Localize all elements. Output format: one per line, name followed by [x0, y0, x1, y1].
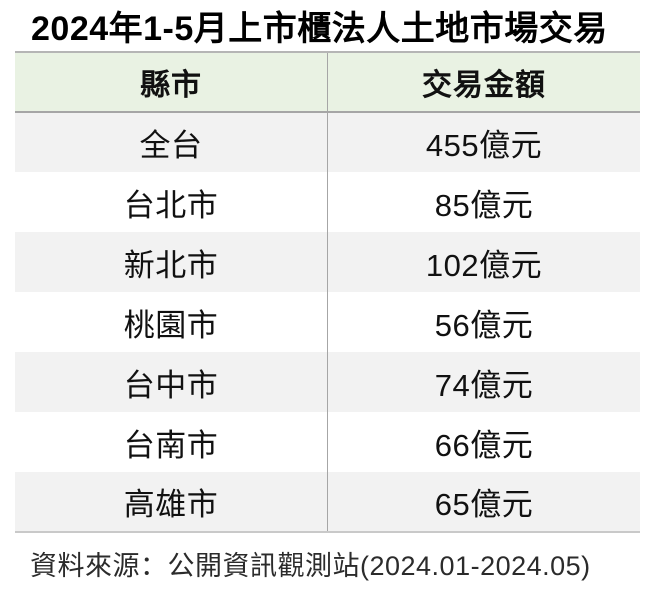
land-transactions-table: 縣市 交易金額 全台 455億元台北市 85億元新北市 102億元桃園市 56億元台中市… — [15, 51, 640, 533]
amount-cell: 455億元 — [425, 128, 543, 163]
table-row: 台中市 74億元 — [15, 352, 640, 412]
region-cell: 高雄市 — [15, 472, 328, 532]
region-cell: 新北市 — [15, 232, 328, 292]
table-row: 台南市 66億元 — [15, 412, 640, 472]
table-body: 全台 455億元台北市 85億元新北市 102億元桃園市 56億元台中市 74億元台南市 6… — [15, 112, 640, 532]
table-row: 高雄市 65億元 — [15, 472, 640, 532]
amount-cell: 56億元 — [434, 307, 534, 343]
amount-cell: 66億元 — [434, 427, 534, 463]
column-header-county: 縣市 — [15, 52, 328, 113]
region-cell: 台中市 — [15, 352, 328, 412]
region-cell: 台南市 — [15, 412, 328, 472]
table-row: 桃園市 56億元 — [15, 292, 640, 352]
table-row: 台北市 85億元 — [15, 172, 640, 232]
table-header-row: 縣市 交易金額 — [15, 52, 640, 113]
page-title: 2024年1-5月上市櫃法人土地市場交易 — [31, 10, 608, 48]
amount-cell: 74億元 — [434, 367, 534, 403]
table-row: 新北市 102億元 — [15, 232, 640, 292]
amount-cell: 85億元 — [434, 187, 534, 223]
amount-cell: 102億元 — [425, 247, 543, 283]
region-cell: 全台 — [15, 112, 328, 172]
table-row: 全台 455億元 — [15, 112, 640, 172]
source-note: 資料來源：公開資訊觀測站(2024.01-2024.05) — [30, 551, 591, 581]
amount-cell: 65億元 — [434, 487, 534, 522]
region-cell: 桃園市 — [15, 292, 328, 352]
column-header-amount: 交易金額 — [327, 52, 640, 113]
table-head: 縣市 交易金額 — [15, 52, 640, 113]
region-cell: 台北市 — [15, 172, 328, 232]
